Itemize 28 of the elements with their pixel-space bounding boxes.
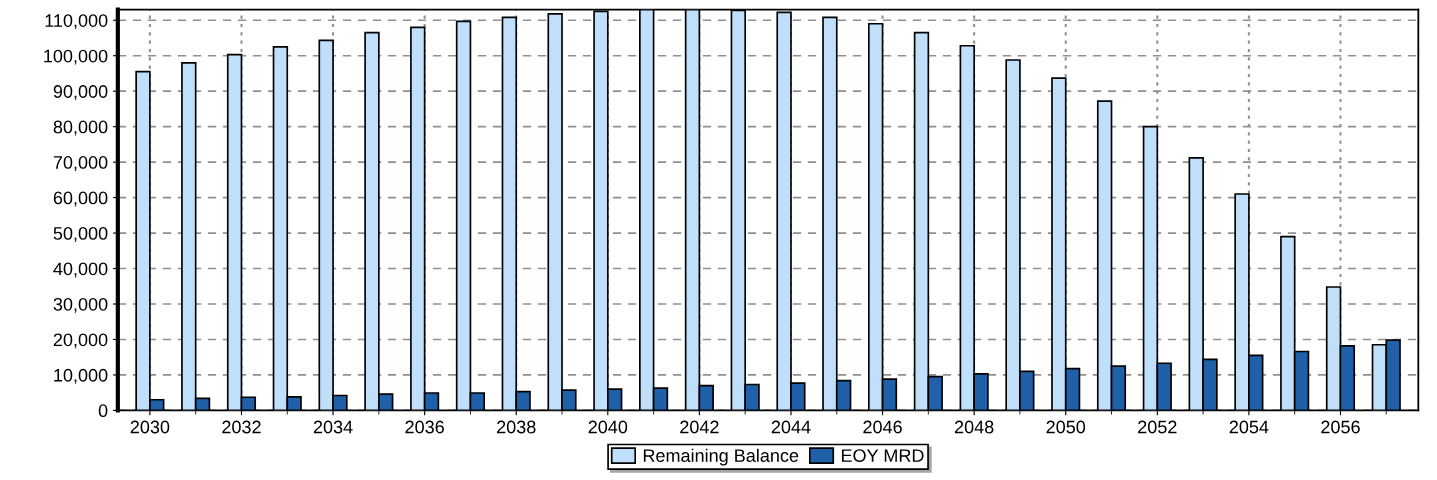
x-tick-label: 2034: [313, 420, 353, 434]
x-tick-label: 2046: [863, 420, 902, 434]
y-tick-label: 80,000: [53, 120, 108, 136]
y-tick-label: 10,000: [54, 368, 108, 384]
x-tick-label: 2042: [680, 420, 719, 434]
y-tick-label: 30,000: [53, 297, 108, 313]
y-tick-label: 0: [98, 404, 108, 418]
x-tick-label: 2030: [130, 420, 170, 434]
x-tick-label: 2054: [1229, 420, 1269, 434]
legend-label: EOY MRD: [841, 449, 924, 462]
x-tick-label: 2038: [497, 420, 536, 434]
y-tick-label: 70,000: [53, 156, 108, 171]
y-tick-label: 40,000: [53, 262, 108, 278]
x-tick-label: 2048: [954, 420, 994, 434]
y-tick-label: 20,000: [53, 333, 108, 349]
y-tick-label: 60,000: [53, 191, 108, 207]
y-tick-label: 100,000: [44, 49, 108, 65]
y-tick-label: 90,000: [53, 85, 108, 101]
x-tick-label: 2052: [1138, 420, 1177, 434]
x-tick-label: 2036: [405, 420, 444, 434]
x-tick-label: 2050: [1046, 420, 1086, 434]
x-tick-label: 2040: [588, 420, 628, 434]
x-tick-label: 2032: [222, 420, 261, 434]
legend-label: Remaining Balance: [643, 448, 799, 466]
x-tick-label: 2056: [1321, 420, 1360, 434]
y-tick-label: 110,000: [45, 14, 108, 30]
x-tick-label: 2044: [771, 420, 811, 434]
y-tick-label: 50,000: [53, 226, 108, 242]
